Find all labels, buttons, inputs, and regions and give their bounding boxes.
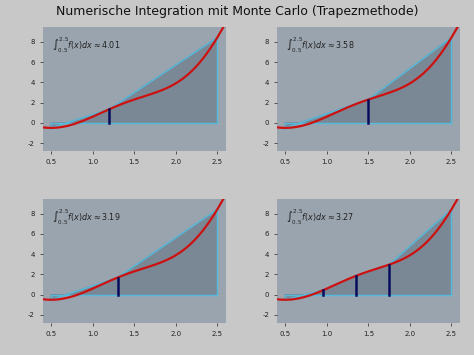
Polygon shape [285, 290, 323, 300]
Polygon shape [368, 38, 451, 123]
Polygon shape [356, 265, 389, 295]
Text: $\int_{0.5}^{2.5} f(x)dx \approx 4.01$: $\int_{0.5}^{2.5} f(x)dx \approx 4.01$ [52, 36, 120, 55]
Polygon shape [51, 109, 109, 128]
Polygon shape [389, 209, 451, 295]
Polygon shape [51, 278, 118, 300]
Polygon shape [323, 276, 356, 295]
Polygon shape [285, 99, 368, 128]
Text: $\int_{0.5}^{2.5} f(x)dx \approx 3.58$: $\int_{0.5}^{2.5} f(x)dx \approx 3.58$ [286, 36, 355, 55]
Text: Numerische Integration mit Monte Carlo (Trapezmethode): Numerische Integration mit Monte Carlo (… [56, 5, 418, 18]
Text: $\int_{0.5}^{2.5} f(x)dx \approx 3.27$: $\int_{0.5}^{2.5} f(x)dx \approx 3.27$ [286, 207, 354, 227]
Polygon shape [109, 38, 217, 123]
Text: $\int_{0.5}^{2.5} f(x)dx \approx 3.19$: $\int_{0.5}^{2.5} f(x)dx \approx 3.19$ [52, 207, 120, 227]
Polygon shape [118, 209, 217, 295]
